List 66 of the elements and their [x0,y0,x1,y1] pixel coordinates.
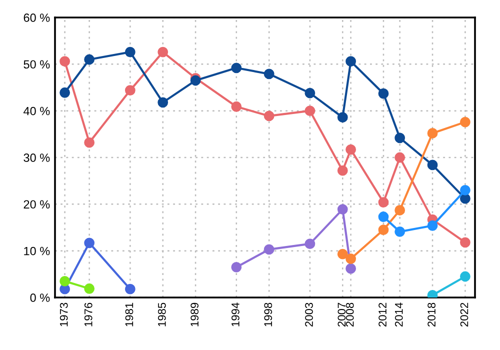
point [337,248,348,260]
point [378,197,389,208]
point [460,271,470,282]
y-tick-label: 30 % [24,154,50,162]
x-tick-label: 2018 [428,302,436,327]
point [231,262,242,272]
point [84,54,95,65]
x-tick-label: 1985 [158,302,166,326]
x-tick-label: 1989 [190,302,199,326]
x-tick-label: 1973 [60,302,68,326]
point [264,244,274,255]
x-tick-label: 2007 [338,302,346,327]
point [337,204,348,215]
x-tick-label: 2022 [460,302,468,327]
point [346,254,356,264]
x-tick-label: 1981 [125,302,134,326]
point [124,284,136,294]
point [84,137,95,148]
x-tick-label: 2008 [346,302,354,327]
point [378,224,389,236]
point [60,87,70,98]
point [394,205,406,216]
point [346,144,356,155]
point [264,110,274,122]
x-tick-label: 2014 [394,302,403,327]
point [427,160,438,170]
point [378,88,389,99]
point [427,128,438,138]
point [60,276,70,286]
x-tick-label: 2003 [305,302,313,327]
point [394,152,406,163]
y-tick-label: 50 % [24,60,50,69]
y-tick-label: 0 % [30,294,50,302]
point [190,75,201,86]
point [304,238,316,250]
point [84,238,95,248]
point [264,68,274,80]
y-tick-label: 10 % [24,246,50,256]
point [84,283,95,294]
point [124,46,136,58]
x-tick-label: 1998 [264,302,272,326]
point [394,132,406,144]
x-tick-label: 2012 [378,302,386,327]
point [427,220,438,231]
point [231,62,242,74]
point [460,116,470,128]
x-tick-label: 1976 [84,302,92,326]
point [304,106,316,116]
point [460,237,470,248]
point [346,263,356,274]
point [460,184,470,196]
point [158,97,168,108]
x-tick-label: 1994 [232,302,240,326]
y-tick-label: 40 % [24,106,50,116]
point [337,165,348,176]
point [124,85,136,96]
y-tick-label: 60 % [24,14,50,22]
point [60,56,70,67]
point [158,46,168,58]
point [394,226,406,237]
point [231,101,242,112]
point [337,112,348,123]
point [346,56,356,67]
point [304,88,316,98]
y-tick-label: 20 % [24,200,50,209]
point [378,212,389,222]
